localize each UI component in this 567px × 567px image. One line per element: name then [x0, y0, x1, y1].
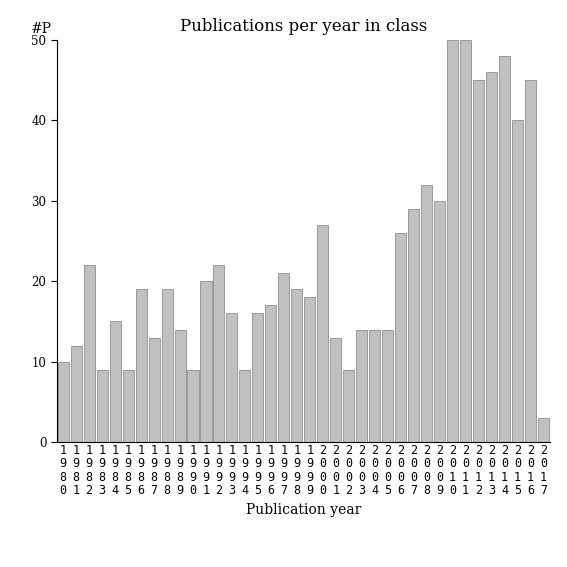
- Bar: [512, 120, 523, 442]
- Bar: [291, 289, 302, 442]
- Bar: [538, 418, 549, 442]
- Bar: [109, 321, 121, 442]
- Bar: [395, 233, 406, 442]
- Bar: [382, 329, 393, 442]
- Bar: [175, 329, 185, 442]
- Bar: [460, 40, 471, 442]
- Bar: [201, 281, 211, 442]
- Bar: [213, 265, 225, 442]
- Bar: [84, 265, 95, 442]
- Bar: [369, 329, 380, 442]
- Bar: [304, 297, 315, 442]
- Text: #P: #P: [31, 22, 52, 36]
- Bar: [499, 56, 510, 442]
- Bar: [149, 337, 159, 442]
- Bar: [226, 314, 238, 442]
- Bar: [96, 370, 108, 442]
- Bar: [318, 225, 328, 442]
- Title: Publications per year in class: Publications per year in class: [180, 18, 427, 35]
- Bar: [473, 80, 484, 442]
- Bar: [58, 362, 69, 442]
- Bar: [331, 337, 341, 442]
- Bar: [343, 370, 354, 442]
- Bar: [434, 201, 445, 442]
- Bar: [252, 314, 264, 442]
- Bar: [486, 72, 497, 442]
- Bar: [188, 370, 198, 442]
- Bar: [408, 209, 419, 442]
- Bar: [162, 289, 172, 442]
- X-axis label: Publication year: Publication year: [246, 503, 361, 517]
- Bar: [71, 346, 82, 442]
- Bar: [265, 306, 276, 442]
- Bar: [278, 273, 289, 442]
- Bar: [525, 80, 536, 442]
- Bar: [356, 329, 367, 442]
- Bar: [239, 370, 251, 442]
- Bar: [136, 289, 147, 442]
- Bar: [421, 185, 432, 442]
- Bar: [447, 40, 458, 442]
- Bar: [122, 370, 134, 442]
